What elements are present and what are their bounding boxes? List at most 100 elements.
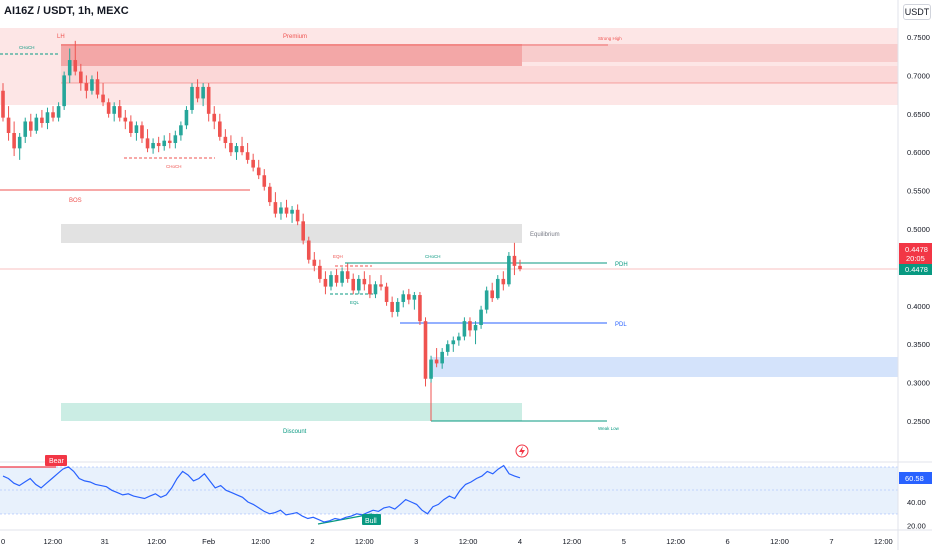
close-price-label: 0.4478: [905, 265, 928, 274]
candle-body: [273, 202, 278, 214]
time-tick-label: 12:00: [355, 537, 374, 546]
rsi-tick-label: 40.00: [907, 498, 926, 507]
candle-body: [445, 344, 450, 352]
price-tick-label: 0.3000: [907, 379, 930, 388]
candle-body: [67, 60, 72, 76]
eql-label: EQL: [350, 300, 360, 305]
time-tick-label: 12:00: [666, 537, 685, 546]
flash-alert-icon[interactable]: [515, 444, 529, 458]
time-axis[interactable]: 0 12:00 31 12:00 Feb 12:00 2 12:00 3 12:00 4 12:00 5…: [1, 537, 893, 546]
strong-high-label: Strong High: [598, 36, 622, 41]
bull-badge: Bull: [362, 514, 381, 525]
premium-label: Premium: [283, 34, 307, 40]
time-tick-label: 31: [101, 537, 109, 546]
candle-body: [384, 286, 389, 302]
candle-body: [306, 240, 311, 260]
candle-body: [117, 106, 122, 118]
last-price-label: 0.4478: [905, 245, 928, 254]
price-tick-label: 0.2500: [907, 417, 930, 426]
candle-body: [223, 136, 228, 143]
candle-body: [212, 113, 217, 122]
candle-body: [512, 255, 517, 266]
candle-body: [501, 278, 506, 285]
currency-button[interactable]: USDT: [903, 4, 931, 20]
candle-body: [51, 112, 55, 118]
candle-body: [195, 86, 200, 99]
choch-mid-label: CHoCH: [166, 164, 182, 169]
time-tick-label: 12:00: [874, 537, 893, 546]
candle-body: [318, 265, 322, 279]
rsi-line: [2, 464, 521, 523]
time-tick-label: 3: [414, 537, 418, 546]
time-tick-label: 0: [1, 537, 5, 546]
lh-label: LH: [57, 34, 65, 40]
premium-upper-block: [522, 44, 898, 62]
candle-body: [279, 207, 283, 214]
candle-body: [151, 142, 155, 149]
candle-body: [434, 359, 439, 364]
time-tick-label: 4: [518, 537, 522, 546]
time-tick-label: 12:00: [563, 537, 582, 546]
candle-body: [329, 275, 333, 287]
candle-body: [34, 117, 39, 131]
demand-block: [431, 357, 898, 377]
time-tick-label: 2: [310, 537, 314, 546]
price-axis[interactable]: 0.75000.70000.65000.60000.55000.50000.45…: [907, 33, 930, 426]
candle-body: [362, 278, 367, 285]
candle-body: [201, 86, 205, 99]
candle-body: [173, 135, 178, 143]
time-tick-label: 12:00: [459, 537, 478, 546]
candle-body: [40, 117, 44, 124]
weak-low-label: Weak Low: [598, 426, 620, 431]
price-tick-label: 0.5500: [907, 187, 930, 196]
candle-body: [167, 140, 172, 143]
candle-body: [356, 278, 361, 291]
candle-body: [129, 121, 133, 133]
candle-body: [345, 271, 350, 279]
candle-body: [84, 83, 89, 91]
candle-body: [440, 351, 444, 364]
candle-body: [179, 125, 183, 136]
bear-label: Bear: [49, 458, 64, 465]
candle-body: [145, 138, 150, 149]
candle-body: [373, 284, 378, 295]
discount-zone: [61, 403, 522, 421]
candle-body: [301, 221, 305, 241]
candle-body: [379, 284, 383, 287]
candle-body: [190, 86, 194, 110]
time-tick-label: 6: [726, 537, 730, 546]
discount-label: Discount: [283, 429, 307, 435]
candle-body: [407, 294, 411, 300]
candle-body: [490, 290, 495, 299]
candle-body: [251, 159, 255, 168]
rsi-axis[interactable]: 40.00 20.00: [907, 498, 926, 531]
countdown-label: 20:05: [906, 254, 925, 263]
candle-body: [12, 133, 16, 149]
candle-body: [1, 90, 5, 118]
choch-pdh-label: CHoCH: [425, 254, 441, 259]
candle-body: [390, 301, 394, 312]
premium-order-block: [61, 44, 522, 66]
candle-body: [334, 275, 339, 283]
time-tick-label: 12:00: [251, 537, 270, 546]
candle-body: [323, 278, 328, 287]
time-tick-label: 12:00: [770, 537, 789, 546]
candle-body: [134, 125, 139, 133]
symbol-title[interactable]: AI16Z / USDT, 1h, MEXC: [4, 5, 129, 17]
candle-body: [184, 109, 189, 126]
candle-body: [101, 94, 105, 103]
candle-body: [401, 294, 406, 302]
candle-body: [45, 112, 50, 124]
candle-body: [218, 121, 222, 137]
candle-body: [340, 271, 344, 283]
time-tick-label: 12:00: [44, 537, 63, 546]
premium-lower-block: [61, 66, 898, 83]
candle-body: [507, 255, 511, 285]
candle-body: [156, 142, 161, 147]
candle-body: [262, 175, 267, 187]
candle-body: [290, 209, 294, 214]
candle-body: [418, 295, 422, 322]
bear-badge: Bear: [45, 455, 67, 466]
time-tick-label: 7: [829, 537, 833, 546]
